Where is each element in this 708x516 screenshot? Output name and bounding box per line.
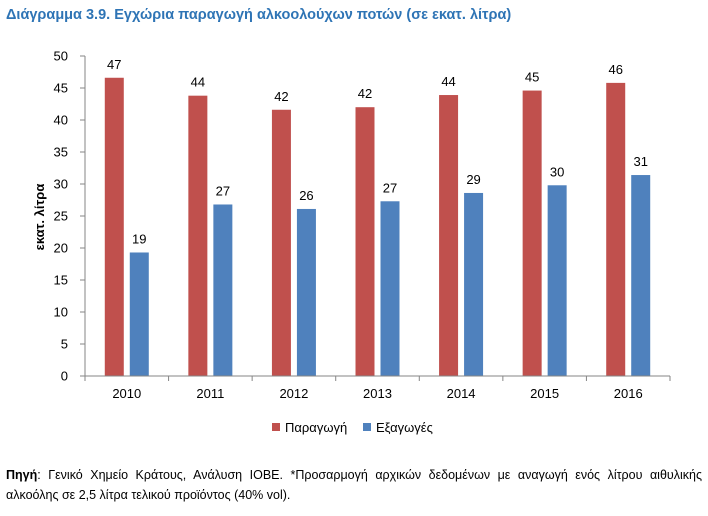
bar-production-2014	[439, 95, 459, 376]
y-tick-label: 10	[54, 305, 68, 320]
x-tick-label: 2010	[112, 386, 141, 401]
data-label: 42	[274, 89, 288, 104]
y-tick-label: 0	[61, 369, 68, 384]
y-tick-label: 25	[54, 209, 68, 224]
data-label: 42	[358, 86, 372, 101]
x-tick-label: 2013	[363, 386, 392, 401]
y-tick-label: 15	[54, 273, 68, 288]
data-label: 44	[191, 75, 205, 90]
bar-exports-2011	[213, 204, 233, 376]
legend-label: Παραγωγή	[285, 420, 347, 435]
x-tick-label: 2012	[279, 386, 308, 401]
legend: Παραγωγή Εξαγωγές	[272, 420, 433, 435]
data-label: 30	[550, 164, 564, 179]
y-tick-label: 45	[54, 81, 68, 96]
bar-exports-2015	[547, 185, 567, 376]
y-tick-label: 20	[54, 241, 68, 256]
bar-exports-2014	[464, 192, 484, 376]
source-text: : Γενικό Χημείο Κράτους, Ανάλυση ΙΟΒΕ. *…	[6, 468, 702, 502]
bar-production-2015	[522, 90, 542, 376]
x-tick-label: 2011	[196, 386, 224, 401]
y-tick-label: 35	[54, 145, 68, 160]
y-tick-label: 30	[54, 177, 68, 192]
bar-chart: 0 5 10 15 20 25 30 35 40 45 50 47 19 44 27 42 26 42 27 44 2…	[32, 49, 671, 435]
bar-exports-2013	[380, 201, 400, 376]
bar-production-2012	[271, 109, 291, 376]
legend-swatch	[272, 423, 280, 431]
y-tick-label: 5	[61, 337, 68, 352]
data-label: 29	[466, 172, 480, 187]
bar-production-2011	[188, 95, 208, 377]
legend-label: Εξαγωγές	[376, 420, 433, 435]
data-label: 47	[107, 57, 121, 72]
data-label: 27	[216, 183, 230, 198]
x-tick-label: 2014	[447, 386, 476, 401]
bar-production-2013	[355, 107, 375, 376]
bar-exports-2010	[129, 252, 149, 376]
bar-exports-2012	[296, 208, 316, 376]
y-axis-label: εκατ. λίτρα	[32, 184, 47, 251]
source-label: Πηγή	[6, 468, 38, 482]
x-tick-label: 2015	[530, 386, 559, 401]
data-label: 19	[132, 231, 146, 246]
data-label: 45	[525, 70, 539, 85]
data-label: 31	[633, 154, 647, 169]
chart-title: Διάγραμμα 3.9. Εγχώρια παραγωγή αλκοολού…	[6, 7, 512, 23]
bars: 47 19 44 27 42 26 42 27 44 29 45 30 46 31	[104, 57, 651, 377]
y-tick-label: 40	[54, 113, 68, 128]
bar-exports-2016	[631, 175, 651, 376]
data-label: 46	[608, 62, 622, 77]
bar-production-2010	[104, 77, 124, 376]
y-axis: 0 5 10 15 20 25 30 35 40 45 50	[54, 49, 86, 384]
source-note: Πηγή: Γενικό Χημείο Κράτους, Ανάλυση ΙΟΒ…	[6, 465, 702, 505]
legend-swatch	[363, 423, 371, 431]
data-label: 44	[441, 74, 455, 89]
data-label: 26	[299, 188, 313, 203]
data-label: 27	[383, 180, 397, 195]
y-tick-label: 50	[54, 49, 68, 64]
x-tick-label: 2016	[614, 386, 643, 401]
bar-production-2016	[606, 82, 626, 376]
x-axis: 2010 2011 2012 2013 2014 2015 2016	[84, 375, 671, 401]
